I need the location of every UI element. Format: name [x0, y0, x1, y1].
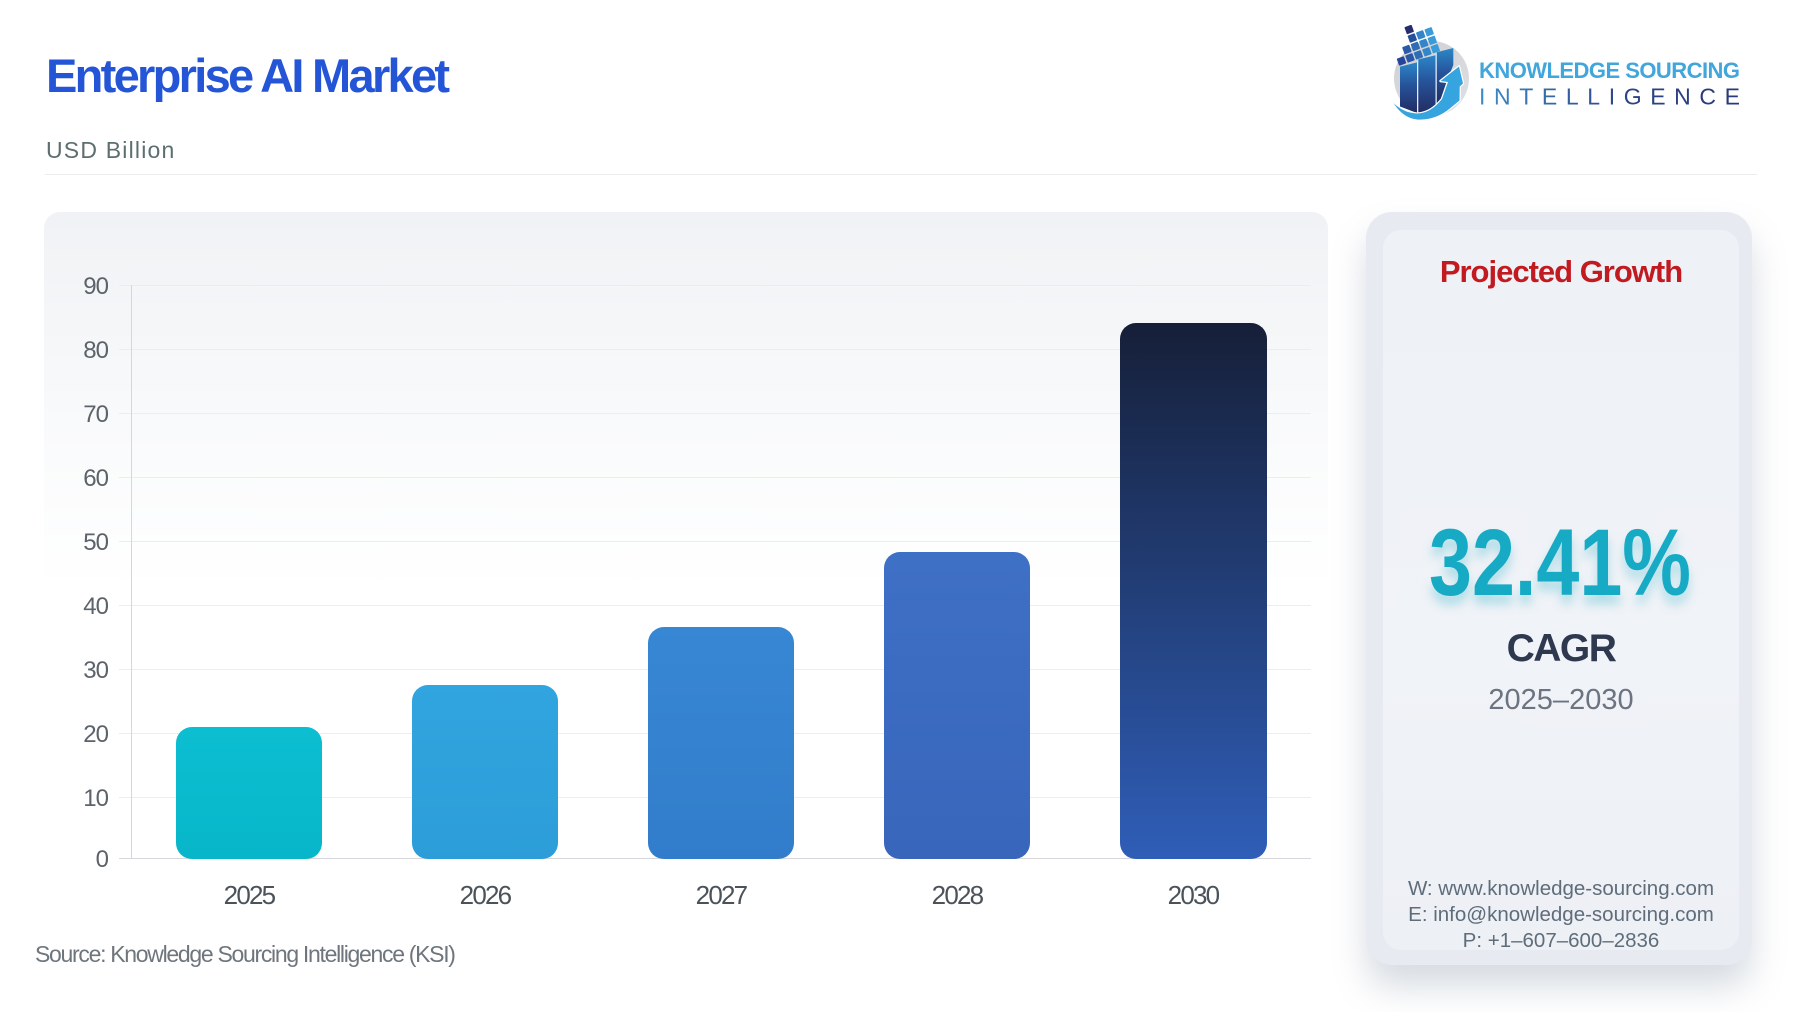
svg-text:INTELLIGENCE: INTELLIGENCE	[1479, 84, 1740, 110]
svg-text:KNOWLEDGE SOURCING: KNOWLEDGE SOURCING	[1479, 58, 1740, 83]
svg-text:32.41%: 32.41%	[1429, 510, 1691, 616]
